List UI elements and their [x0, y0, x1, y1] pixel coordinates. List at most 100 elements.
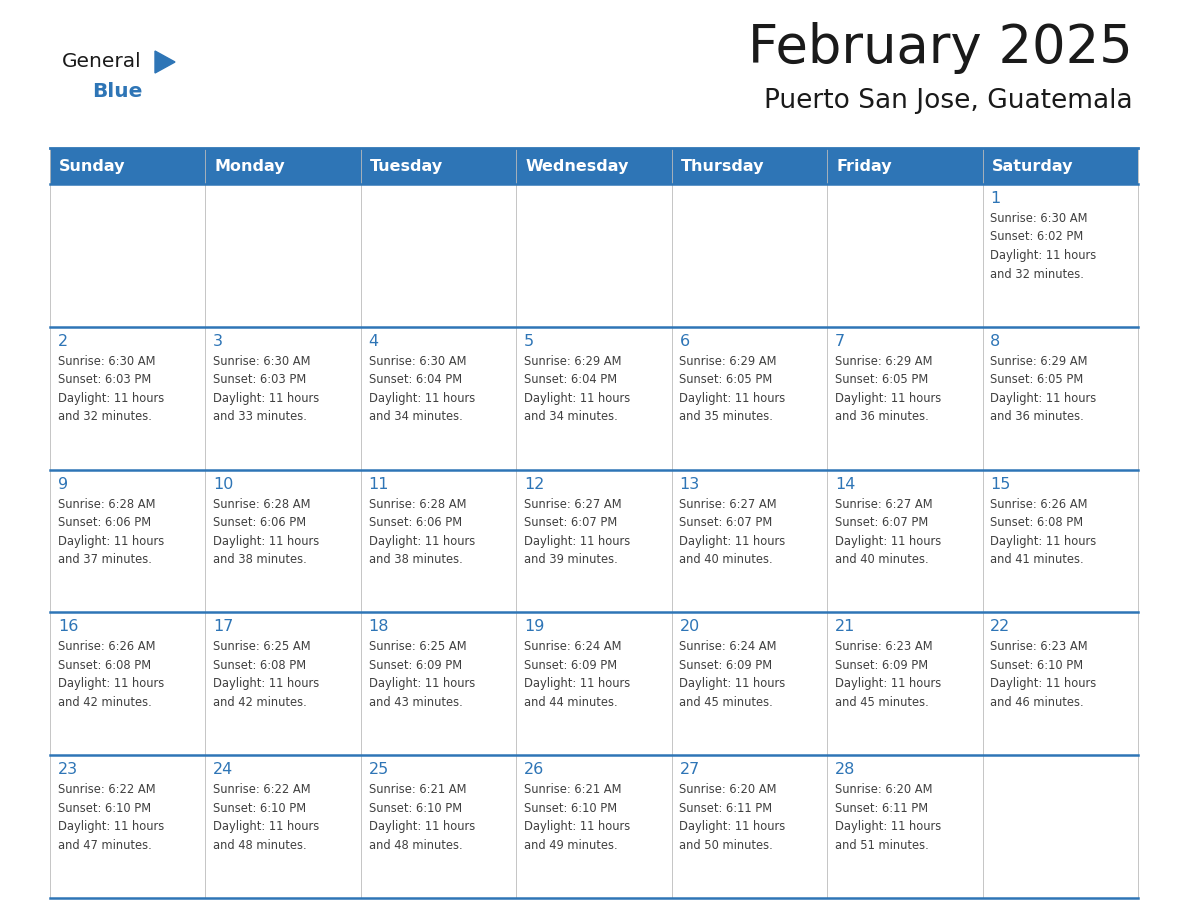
Text: Sunrise: 6:25 AM
Sunset: 6:09 PM
Daylight: 11 hours
and 43 minutes.: Sunrise: 6:25 AM Sunset: 6:09 PM Dayligh…: [368, 641, 475, 709]
Text: 8: 8: [991, 334, 1000, 349]
Bar: [827, 148, 982, 184]
Bar: [361, 470, 517, 612]
Bar: [671, 327, 827, 470]
Bar: [671, 756, 827, 898]
Text: 14: 14: [835, 476, 855, 492]
Bar: [206, 470, 361, 612]
Text: February 2025: February 2025: [748, 22, 1133, 74]
Text: 18: 18: [368, 620, 390, 634]
Text: Saturday: Saturday: [992, 159, 1074, 174]
Text: Sunrise: 6:26 AM
Sunset: 6:08 PM
Daylight: 11 hours
and 42 minutes.: Sunrise: 6:26 AM Sunset: 6:08 PM Dayligh…: [58, 641, 164, 709]
Bar: [982, 612, 1138, 756]
Text: 15: 15: [991, 476, 1011, 492]
Text: Sunrise: 6:28 AM
Sunset: 6:06 PM
Daylight: 11 hours
and 38 minutes.: Sunrise: 6:28 AM Sunset: 6:06 PM Dayligh…: [368, 498, 475, 566]
Text: Sunrise: 6:30 AM
Sunset: 6:03 PM
Daylight: 11 hours
and 32 minutes.: Sunrise: 6:30 AM Sunset: 6:03 PM Dayligh…: [58, 354, 164, 423]
Bar: [50, 148, 206, 184]
Text: 5: 5: [524, 334, 535, 349]
Text: Sunrise: 6:28 AM
Sunset: 6:06 PM
Daylight: 11 hours
and 38 minutes.: Sunrise: 6:28 AM Sunset: 6:06 PM Dayligh…: [213, 498, 320, 566]
Text: Sunrise: 6:23 AM
Sunset: 6:10 PM
Daylight: 11 hours
and 46 minutes.: Sunrise: 6:23 AM Sunset: 6:10 PM Dayligh…: [991, 641, 1097, 709]
Text: 28: 28: [835, 762, 855, 778]
Text: Monday: Monday: [215, 159, 285, 174]
Text: 3: 3: [213, 334, 223, 349]
Text: Sunrise: 6:27 AM
Sunset: 6:07 PM
Daylight: 11 hours
and 40 minutes.: Sunrise: 6:27 AM Sunset: 6:07 PM Dayligh…: [835, 498, 941, 566]
Text: Puerto San Jose, Guatemala: Puerto San Jose, Guatemala: [764, 88, 1133, 114]
Text: 11: 11: [368, 476, 390, 492]
Bar: [517, 184, 671, 327]
Bar: [206, 327, 361, 470]
Text: 17: 17: [213, 620, 234, 634]
Bar: [50, 756, 206, 898]
Text: 4: 4: [368, 334, 379, 349]
Text: 26: 26: [524, 762, 544, 778]
Text: 23: 23: [58, 762, 78, 778]
Text: Sunrise: 6:27 AM
Sunset: 6:07 PM
Daylight: 11 hours
and 40 minutes.: Sunrise: 6:27 AM Sunset: 6:07 PM Dayligh…: [680, 498, 785, 566]
Text: 24: 24: [213, 762, 234, 778]
Text: 19: 19: [524, 620, 544, 634]
Text: Sunrise: 6:28 AM
Sunset: 6:06 PM
Daylight: 11 hours
and 37 minutes.: Sunrise: 6:28 AM Sunset: 6:06 PM Dayligh…: [58, 498, 164, 566]
Text: Sunrise: 6:22 AM
Sunset: 6:10 PM
Daylight: 11 hours
and 47 minutes.: Sunrise: 6:22 AM Sunset: 6:10 PM Dayligh…: [58, 783, 164, 852]
Text: Sunrise: 6:24 AM
Sunset: 6:09 PM
Daylight: 11 hours
and 45 minutes.: Sunrise: 6:24 AM Sunset: 6:09 PM Dayligh…: [680, 641, 785, 709]
Bar: [50, 612, 206, 756]
Bar: [982, 756, 1138, 898]
Text: Sunrise: 6:20 AM
Sunset: 6:11 PM
Daylight: 11 hours
and 51 minutes.: Sunrise: 6:20 AM Sunset: 6:11 PM Dayligh…: [835, 783, 941, 852]
Text: 9: 9: [58, 476, 68, 492]
Text: Sunrise: 6:24 AM
Sunset: 6:09 PM
Daylight: 11 hours
and 44 minutes.: Sunrise: 6:24 AM Sunset: 6:09 PM Dayligh…: [524, 641, 631, 709]
Text: Blue: Blue: [91, 82, 143, 101]
Bar: [361, 184, 517, 327]
Bar: [671, 148, 827, 184]
Text: 27: 27: [680, 762, 700, 778]
Bar: [982, 184, 1138, 327]
Text: 21: 21: [835, 620, 855, 634]
Text: Friday: Friday: [836, 159, 892, 174]
Text: Sunrise: 6:30 AM
Sunset: 6:04 PM
Daylight: 11 hours
and 34 minutes.: Sunrise: 6:30 AM Sunset: 6:04 PM Dayligh…: [368, 354, 475, 423]
Bar: [827, 184, 982, 327]
Text: 12: 12: [524, 476, 544, 492]
Text: Sunrise: 6:21 AM
Sunset: 6:10 PM
Daylight: 11 hours
and 48 minutes.: Sunrise: 6:21 AM Sunset: 6:10 PM Dayligh…: [368, 783, 475, 852]
Bar: [827, 327, 982, 470]
Bar: [827, 470, 982, 612]
Bar: [982, 148, 1138, 184]
Text: Sunrise: 6:25 AM
Sunset: 6:08 PM
Daylight: 11 hours
and 42 minutes.: Sunrise: 6:25 AM Sunset: 6:08 PM Dayligh…: [213, 641, 320, 709]
Bar: [827, 612, 982, 756]
Text: 16: 16: [58, 620, 78, 634]
Polygon shape: [154, 51, 175, 73]
Bar: [361, 327, 517, 470]
Bar: [361, 148, 517, 184]
Text: 20: 20: [680, 620, 700, 634]
Text: 1: 1: [991, 191, 1000, 206]
Text: 13: 13: [680, 476, 700, 492]
Text: Sunrise: 6:23 AM
Sunset: 6:09 PM
Daylight: 11 hours
and 45 minutes.: Sunrise: 6:23 AM Sunset: 6:09 PM Dayligh…: [835, 641, 941, 709]
Text: 22: 22: [991, 620, 1011, 634]
Bar: [517, 612, 671, 756]
Bar: [671, 612, 827, 756]
Text: Sunrise: 6:29 AM
Sunset: 6:04 PM
Daylight: 11 hours
and 34 minutes.: Sunrise: 6:29 AM Sunset: 6:04 PM Dayligh…: [524, 354, 631, 423]
Bar: [517, 148, 671, 184]
Text: Sunrise: 6:30 AM
Sunset: 6:03 PM
Daylight: 11 hours
and 33 minutes.: Sunrise: 6:30 AM Sunset: 6:03 PM Dayligh…: [213, 354, 320, 423]
Bar: [50, 470, 206, 612]
Bar: [671, 470, 827, 612]
Bar: [206, 756, 361, 898]
Text: 2: 2: [58, 334, 68, 349]
Bar: [50, 327, 206, 470]
Bar: [517, 327, 671, 470]
Bar: [517, 756, 671, 898]
Text: Sunrise: 6:20 AM
Sunset: 6:11 PM
Daylight: 11 hours
and 50 minutes.: Sunrise: 6:20 AM Sunset: 6:11 PM Dayligh…: [680, 783, 785, 852]
Text: Sunrise: 6:27 AM
Sunset: 6:07 PM
Daylight: 11 hours
and 39 minutes.: Sunrise: 6:27 AM Sunset: 6:07 PM Dayligh…: [524, 498, 631, 566]
Text: 7: 7: [835, 334, 845, 349]
Bar: [982, 470, 1138, 612]
Text: Sunrise: 6:29 AM
Sunset: 6:05 PM
Daylight: 11 hours
and 36 minutes.: Sunrise: 6:29 AM Sunset: 6:05 PM Dayligh…: [991, 354, 1097, 423]
Text: 6: 6: [680, 334, 689, 349]
Bar: [671, 184, 827, 327]
Text: Sunrise: 6:22 AM
Sunset: 6:10 PM
Daylight: 11 hours
and 48 minutes.: Sunrise: 6:22 AM Sunset: 6:10 PM Dayligh…: [213, 783, 320, 852]
Text: General: General: [62, 52, 141, 71]
Bar: [517, 470, 671, 612]
Text: Sunrise: 6:21 AM
Sunset: 6:10 PM
Daylight: 11 hours
and 49 minutes.: Sunrise: 6:21 AM Sunset: 6:10 PM Dayligh…: [524, 783, 631, 852]
Bar: [827, 756, 982, 898]
Text: Wednesday: Wednesday: [525, 159, 628, 174]
Bar: [50, 184, 206, 327]
Bar: [361, 756, 517, 898]
Text: Sunday: Sunday: [59, 159, 126, 174]
Text: Sunrise: 6:26 AM
Sunset: 6:08 PM
Daylight: 11 hours
and 41 minutes.: Sunrise: 6:26 AM Sunset: 6:08 PM Dayligh…: [991, 498, 1097, 566]
Text: Sunrise: 6:29 AM
Sunset: 6:05 PM
Daylight: 11 hours
and 36 minutes.: Sunrise: 6:29 AM Sunset: 6:05 PM Dayligh…: [835, 354, 941, 423]
Text: Sunrise: 6:29 AM
Sunset: 6:05 PM
Daylight: 11 hours
and 35 minutes.: Sunrise: 6:29 AM Sunset: 6:05 PM Dayligh…: [680, 354, 785, 423]
